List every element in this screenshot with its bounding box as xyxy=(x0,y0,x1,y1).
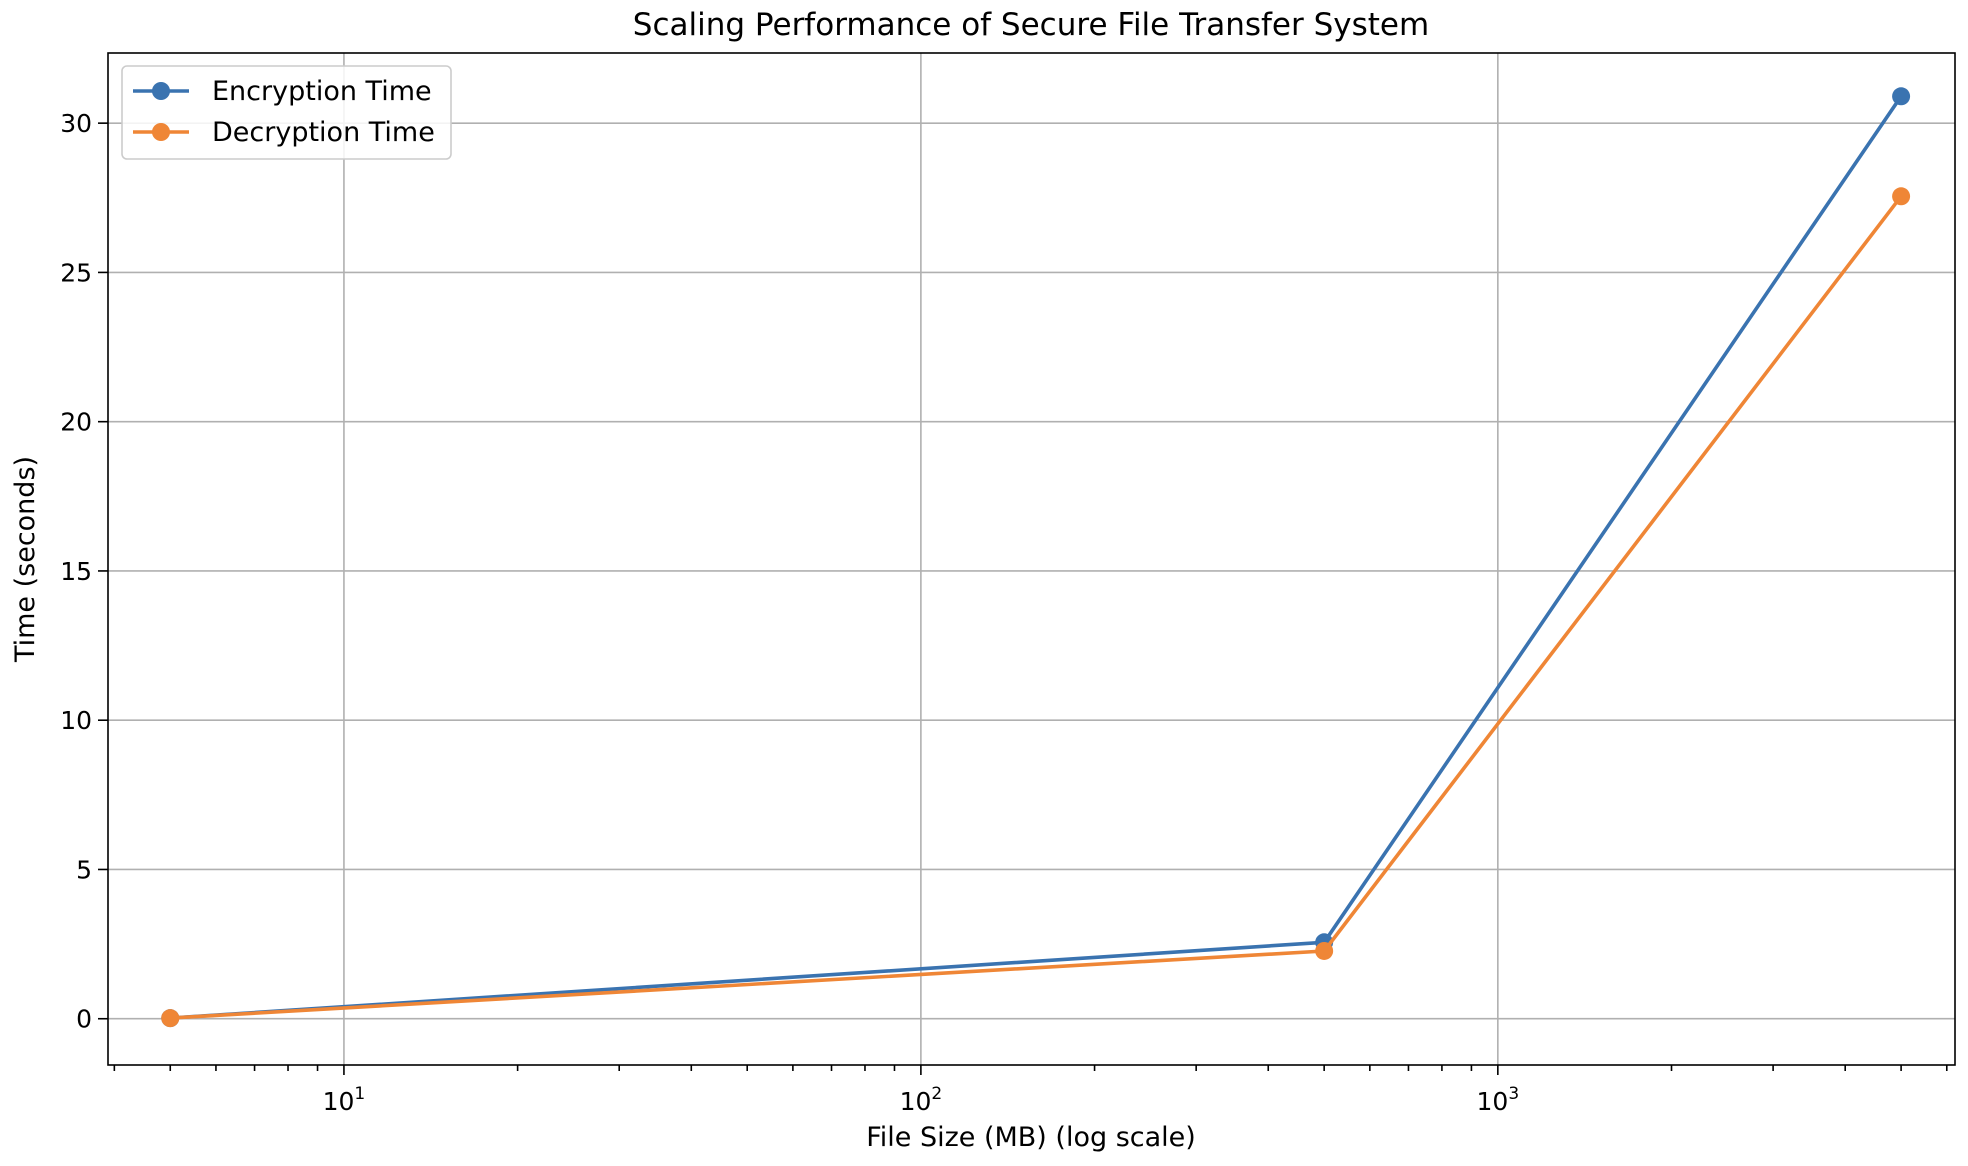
x-tick-exponent: 2 xyxy=(931,1084,942,1104)
x-tick-label: 102 xyxy=(900,1084,943,1116)
grid xyxy=(108,53,1955,1065)
x-tick-base: 10 xyxy=(900,1087,932,1116)
data-point xyxy=(161,1009,180,1028)
series-layer xyxy=(161,87,1911,1028)
x-tick-label: 103 xyxy=(1477,1084,1520,1116)
y-tick-label: 0 xyxy=(76,1005,92,1034)
legend-label: Encryption Time xyxy=(212,76,432,107)
axis-ticks xyxy=(98,122,1948,1075)
legend: Encryption Time Decryption Time xyxy=(121,65,452,160)
x-tick-label: 101 xyxy=(323,1084,366,1116)
y-tick-label: 25 xyxy=(60,258,92,287)
legend-label: Decryption Time xyxy=(212,117,435,148)
x-tick-base: 10 xyxy=(1477,1087,1509,1116)
y-tick-label: 30 xyxy=(60,109,92,138)
legend-entry: Decryption Time xyxy=(133,117,435,148)
y-axis-label: Time (seconds) xyxy=(10,456,41,663)
chart-title: Scaling Performance of Secure File Trans… xyxy=(633,7,1429,43)
x-axis-label: File Size (MB) (log scale) xyxy=(866,1122,1196,1153)
legend-entries: Encryption Time Decryption Time xyxy=(133,76,435,148)
y-tick-label: 5 xyxy=(76,855,92,884)
series-1 xyxy=(161,187,1911,1028)
data-point xyxy=(1892,187,1911,206)
legend-marker xyxy=(152,82,170,100)
data-point xyxy=(1315,941,1334,960)
y-tick-label: 10 xyxy=(60,706,92,735)
legend-marker xyxy=(152,123,170,141)
x-tick-base: 10 xyxy=(323,1087,355,1116)
plot-frame xyxy=(107,52,1956,1066)
y-tick-label: 20 xyxy=(60,408,92,437)
data-point xyxy=(1892,87,1911,106)
y-tick-label: 15 xyxy=(60,557,92,586)
x-tick-exponent: 3 xyxy=(1508,1084,1519,1104)
legend-box xyxy=(121,65,452,160)
x-tick-exponent: 1 xyxy=(354,1084,365,1104)
legend-entry: Encryption Time xyxy=(133,76,432,107)
